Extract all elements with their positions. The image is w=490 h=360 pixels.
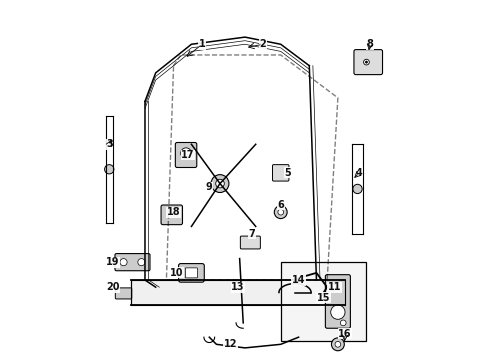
Text: 18: 18 bbox=[167, 207, 180, 217]
Text: 14: 14 bbox=[292, 275, 305, 285]
Circle shape bbox=[278, 209, 284, 215]
Text: 20: 20 bbox=[106, 282, 120, 292]
FancyBboxPatch shape bbox=[115, 253, 150, 271]
Text: 9: 9 bbox=[206, 182, 213, 192]
Text: 13: 13 bbox=[231, 282, 245, 292]
Text: 8: 8 bbox=[367, 39, 373, 49]
Text: 10: 10 bbox=[171, 268, 184, 278]
Circle shape bbox=[181, 148, 192, 158]
Text: 17: 17 bbox=[181, 150, 195, 160]
Text: 1: 1 bbox=[199, 39, 205, 49]
Text: 15: 15 bbox=[317, 293, 330, 303]
Circle shape bbox=[211, 175, 229, 193]
Circle shape bbox=[365, 61, 368, 64]
Text: 6: 6 bbox=[277, 200, 284, 210]
FancyBboxPatch shape bbox=[175, 143, 197, 167]
Circle shape bbox=[104, 165, 114, 174]
Circle shape bbox=[329, 284, 336, 291]
Circle shape bbox=[331, 338, 344, 351]
Text: 3: 3 bbox=[106, 139, 113, 149]
FancyBboxPatch shape bbox=[115, 288, 132, 299]
FancyBboxPatch shape bbox=[325, 275, 350, 328]
FancyBboxPatch shape bbox=[272, 165, 289, 181]
Text: 2: 2 bbox=[260, 39, 266, 49]
Text: 11: 11 bbox=[327, 282, 341, 292]
Circle shape bbox=[138, 258, 145, 266]
FancyBboxPatch shape bbox=[161, 205, 182, 225]
FancyBboxPatch shape bbox=[241, 236, 260, 249]
FancyBboxPatch shape bbox=[354, 50, 383, 75]
Circle shape bbox=[364, 59, 369, 65]
FancyBboxPatch shape bbox=[185, 268, 197, 278]
Circle shape bbox=[120, 258, 127, 266]
Circle shape bbox=[341, 320, 346, 326]
Text: 16: 16 bbox=[338, 329, 352, 339]
Text: 7: 7 bbox=[249, 229, 255, 239]
Text: 4: 4 bbox=[356, 168, 363, 178]
Circle shape bbox=[216, 179, 224, 188]
Circle shape bbox=[353, 184, 362, 194]
FancyBboxPatch shape bbox=[178, 264, 204, 282]
FancyBboxPatch shape bbox=[281, 262, 367, 341]
Polygon shape bbox=[131, 280, 345, 305]
Text: 12: 12 bbox=[224, 339, 238, 349]
Circle shape bbox=[335, 342, 341, 347]
Text: 5: 5 bbox=[285, 168, 291, 178]
Circle shape bbox=[331, 305, 345, 319]
Circle shape bbox=[274, 206, 287, 219]
Text: 19: 19 bbox=[106, 257, 120, 267]
